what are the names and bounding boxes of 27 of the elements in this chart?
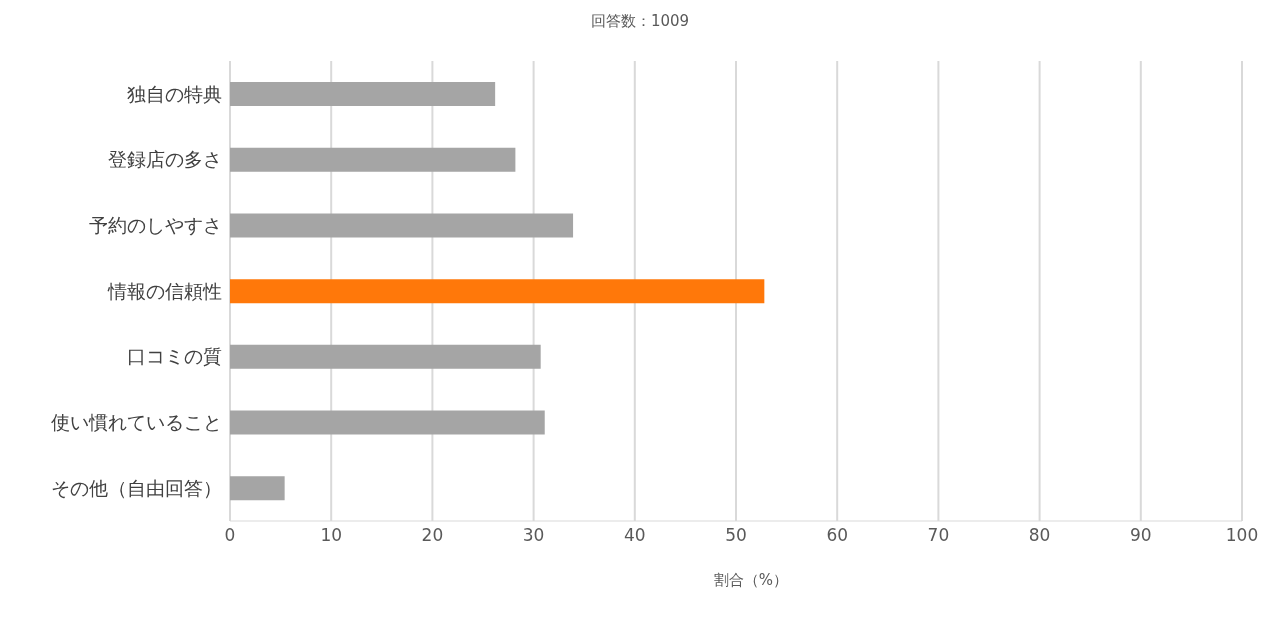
bar	[230, 476, 285, 501]
x-tick-label: 70	[927, 525, 950, 546]
x-tick-label: 20	[421, 525, 444, 546]
x-tick-label: 50	[725, 525, 747, 546]
y-tick-label: 情報の信頼性	[107, 279, 222, 302]
bar	[230, 410, 545, 435]
bar	[230, 344, 541, 369]
x-tick-label: 40	[623, 525, 646, 546]
y-tick-label: 使い慣れていること	[51, 411, 222, 434]
x-tick-label: 30	[522, 525, 545, 546]
x-tick-label: 60	[826, 525, 849, 546]
x-tick-label: 80	[1028, 525, 1051, 546]
chart-title: 回答数：1009	[589, 12, 691, 31]
y-tick-label: 予約のしやすさ	[89, 214, 222, 237]
x-tick-label: 0	[224, 525, 236, 546]
x-axis-title: 割合（%）	[712, 571, 790, 590]
y-tick-label: 独自の特典	[127, 82, 222, 105]
x-tick-label: 90	[1129, 525, 1152, 546]
y-tick-label: 登録店の多さ	[108, 148, 222, 171]
y-tick-label: 口コミの質	[127, 345, 222, 368]
y-tick-label: その他（自由回答）	[51, 476, 222, 499]
bar	[230, 82, 496, 106]
bar	[230, 147, 516, 172]
bar	[230, 279, 765, 304]
bar	[230, 213, 574, 238]
x-tick-label: 10	[320, 525, 343, 546]
x-tick-label: 100	[1225, 525, 1259, 546]
